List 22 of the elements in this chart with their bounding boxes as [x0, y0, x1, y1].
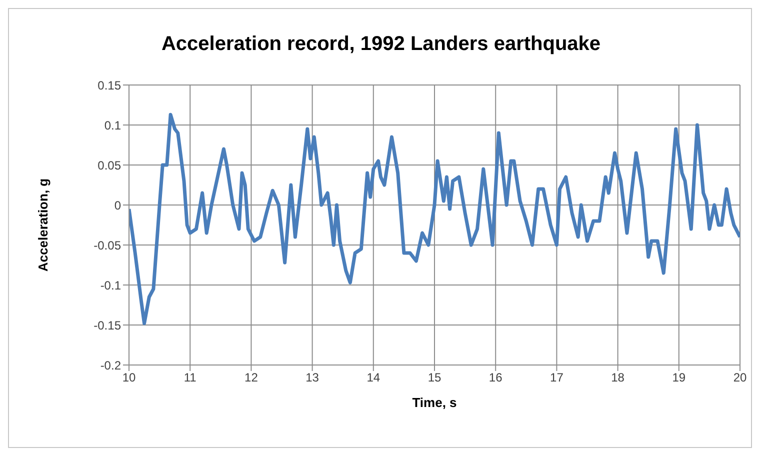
- y-tick-label: 0: [114, 198, 122, 212]
- y-axis-title: Acceleration, g: [36, 178, 51, 272]
- y-tick-label: -0.15: [94, 318, 122, 332]
- x-tick-label: 16: [488, 370, 503, 385]
- y-tick-label: 0.05: [98, 158, 122, 172]
- x-tick-label: 11: [184, 370, 197, 385]
- y-tick-label: 0.15: [98, 78, 122, 92]
- x-tick-label: 15: [428, 370, 442, 385]
- x-tick-label: 19: [672, 370, 686, 385]
- x-tick-label: 18: [611, 370, 625, 385]
- y-tick-label: -0.2: [100, 358, 122, 372]
- x-tick-label: 12: [244, 370, 258, 385]
- x-tick-label: 13: [306, 370, 320, 385]
- x-axis-title: Time, s: [412, 395, 457, 410]
- x-tick-label: 14: [366, 370, 380, 385]
- y-tick-label: -0.05: [94, 238, 122, 252]
- y-tick-label: 0.1: [104, 118, 122, 132]
- x-tick-label: 20: [733, 370, 747, 385]
- x-tick-label: 10: [122, 370, 136, 385]
- x-tick-label: 17: [550, 370, 564, 385]
- chart-title: Acceleration record, 1992 Landers earthquake: [160, 33, 602, 56]
- y-tick-label: -0.1: [100, 278, 122, 292]
